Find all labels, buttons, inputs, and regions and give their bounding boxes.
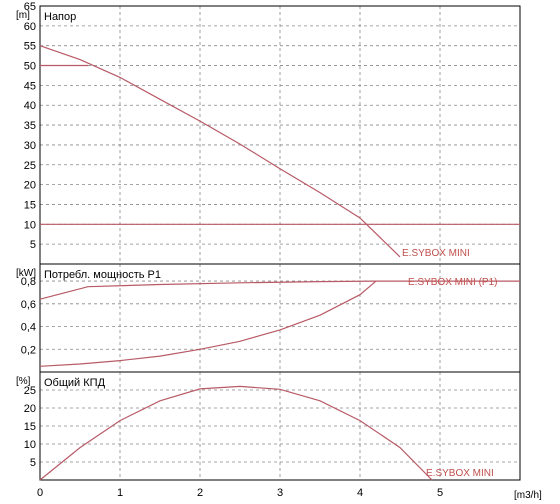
y-unit-label: [m] bbox=[16, 10, 30, 21]
y-tick-label: 30 bbox=[24, 140, 36, 152]
series-label: E.SYBOX MINI (P1) bbox=[408, 277, 497, 288]
y-tick-label: 0,4 bbox=[21, 322, 36, 334]
y-tick-label: 10 bbox=[24, 219, 36, 231]
panel-frame bbox=[39, 371, 521, 481]
y-tick-label: 35 bbox=[24, 120, 36, 132]
y-tick-label: 55 bbox=[24, 41, 36, 53]
x-tick-label: 5 bbox=[437, 487, 443, 499]
x-tick-label: 3 bbox=[277, 487, 283, 499]
y-tick-label: 15 bbox=[24, 199, 36, 211]
series-label: E.SYBOX MINI bbox=[426, 468, 494, 479]
y-tick-label: 25 bbox=[24, 160, 36, 172]
y-tick-label: 25 bbox=[24, 385, 36, 397]
y-tick-label: 0,8 bbox=[21, 276, 36, 288]
y-tick-label: 20 bbox=[24, 403, 36, 415]
y-tick-label: 65 bbox=[24, 1, 36, 13]
panel-title: Общий КПД bbox=[44, 377, 106, 389]
x-unit-label: [m3/h] bbox=[514, 490, 542, 501]
x-tick-label: 4 bbox=[357, 487, 363, 499]
y-tick-label: 0,6 bbox=[21, 299, 36, 311]
y-unit-label: [kW] bbox=[16, 268, 36, 279]
series-line-0-0 bbox=[39, 45, 401, 258]
panel-title: Потребл. мощность P1 bbox=[44, 269, 161, 281]
y-tick-label: 40 bbox=[24, 100, 36, 112]
y-tick-label: 5 bbox=[30, 457, 36, 469]
y-tick-label: 10 bbox=[24, 439, 36, 451]
y-tick-label: 60 bbox=[24, 21, 36, 33]
y-tick-label: 5 bbox=[30, 239, 36, 251]
x-tick-label: 1 bbox=[117, 487, 123, 499]
y-unit-label: [%] bbox=[16, 376, 31, 387]
x-tick-label: 2 bbox=[197, 487, 203, 499]
y-tick-label: 50 bbox=[24, 61, 36, 73]
series-line-2-0 bbox=[39, 385, 433, 481]
y-tick-label: 0,2 bbox=[21, 344, 36, 356]
panel-title: Напор bbox=[44, 11, 76, 23]
y-tick-label: 45 bbox=[24, 80, 36, 92]
series-label: E.SYBOX MINI bbox=[402, 248, 470, 259]
series-line-1-1 bbox=[39, 280, 377, 367]
y-tick-label: 15 bbox=[24, 421, 36, 433]
x-tick-label: 0 bbox=[37, 487, 43, 499]
y-tick-label: 20 bbox=[24, 180, 36, 192]
